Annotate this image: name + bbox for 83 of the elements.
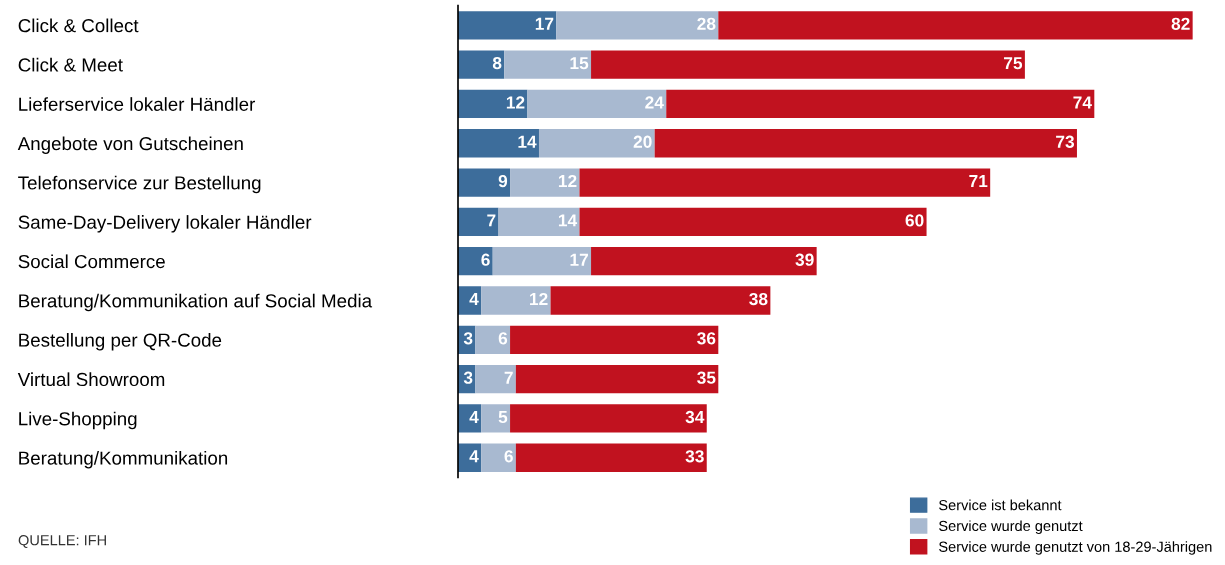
- bar: [579, 207, 927, 237]
- data-label: 7: [487, 214, 496, 227]
- bar: [510, 325, 719, 354]
- y-tick-label: Live-Shopping: [19, 411, 137, 430]
- y-tick-label: Bestellung per QR-Code: [19, 333, 222, 351]
- bar: [591, 247, 817, 276]
- data-label: 17: [570, 253, 588, 266]
- source-note: QUELLE: IFH: [18, 535, 106, 548]
- data-label: 5: [498, 411, 508, 424]
- bar: [666, 89, 1095, 119]
- bar: [515, 364, 719, 394]
- bar: [538, 129, 655, 158]
- y-tick-label: Click & Meet: [18, 57, 123, 72]
- data-label: 4: [469, 411, 479, 423]
- data-label: 33: [685, 450, 704, 463]
- bar: [515, 443, 707, 472]
- bar: [492, 247, 592, 276]
- legend-label: Service wurde genutzt: [939, 520, 1083, 534]
- data-label: 82: [1171, 17, 1190, 30]
- bar: [458, 11, 557, 40]
- data-label: 74: [1073, 96, 1092, 109]
- bar: [510, 404, 707, 433]
- y-tick-label: Lieferservice lokaler Händler: [19, 97, 256, 111]
- data-label: 12: [506, 96, 525, 109]
- y-tick-label: Beratung/Kommunikation: [19, 450, 228, 469]
- data-label: 20: [633, 135, 652, 148]
- data-label: 9: [498, 174, 508, 188]
- y-tick-label: Click & Collect: [18, 18, 139, 33]
- data-label: 14: [558, 214, 578, 227]
- data-label: 15: [570, 57, 589, 70]
- data-label: 4: [469, 293, 479, 305]
- data-label: 8: [492, 56, 502, 70]
- bar: [475, 325, 511, 354]
- data-label: 24: [645, 96, 664, 109]
- bar: [481, 443, 516, 472]
- bar: [718, 11, 1193, 40]
- bar: [475, 364, 516, 394]
- bar: [550, 286, 771, 315]
- data-label: 60: [905, 214, 924, 227]
- data-label: 28: [697, 17, 716, 30]
- y-tick-label: Same-Day-Delivery lokaler Händler: [18, 215, 312, 233]
- data-label: 17: [535, 17, 554, 30]
- bar: [654, 129, 1077, 158]
- data-label: 35: [697, 371, 716, 384]
- bar: [579, 168, 991, 197]
- data-label: 6: [498, 332, 508, 345]
- bar: [458, 89, 528, 119]
- bar: [458, 247, 493, 276]
- data-label: 39: [795, 253, 814, 266]
- bar: [458, 168, 511, 197]
- data-label: 36: [697, 332, 716, 345]
- data-label: 75: [1004, 57, 1023, 70]
- data-label: 12: [530, 292, 548, 305]
- data-label: 3: [463, 371, 473, 384]
- data-label: 6: [481, 253, 490, 266]
- bar: [591, 50, 1025, 79]
- bar: [527, 89, 667, 119]
- data-label: 38: [749, 292, 768, 306]
- bar: [481, 404, 511, 433]
- data-label: 3: [463, 332, 473, 345]
- data-label: 4: [469, 450, 479, 463]
- bar: [504, 50, 592, 79]
- data-label: 12: [558, 174, 577, 188]
- data-label: 7: [504, 371, 513, 384]
- data-label: 34: [685, 410, 705, 424]
- data-label: 6: [504, 450, 513, 463]
- bar: [458, 50, 505, 79]
- bar: [458, 129, 539, 158]
- data-label: 14: [518, 135, 537, 148]
- bar: [481, 286, 551, 315]
- y-tick-label: Virtual Showroom: [17, 372, 165, 387]
- bar: [458, 207, 499, 237]
- y-tick-label: Telefonservice zur Bestellung: [18, 175, 261, 194]
- y-tick-label: Angebote von Gutscheinen: [17, 136, 243, 154]
- legend-label: Service ist bekannt: [939, 499, 1062, 511]
- bar: [498, 207, 580, 237]
- data-label: 71: [969, 175, 988, 188]
- data-label: 73: [1056, 135, 1075, 148]
- bar: [556, 11, 719, 40]
- bar: [510, 168, 580, 197]
- y-tick-label: Beratung/Kommunikation auf Social Media: [19, 293, 373, 312]
- y-tick-label: Social Commerce: [18, 254, 165, 269]
- legend-label: Service wurde genutzt von 18-29-Jährigen: [939, 541, 1212, 555]
